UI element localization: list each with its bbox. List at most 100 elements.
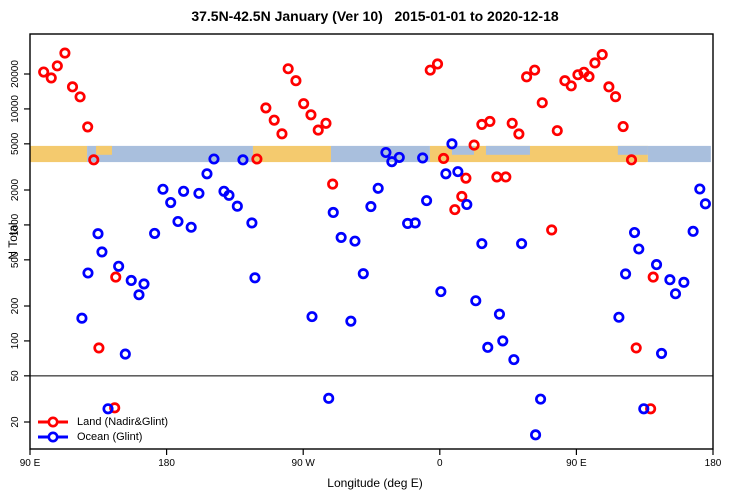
data-point-ocean (125, 274, 137, 287)
data-point-land (110, 271, 122, 283)
geo-band-segment-land (30, 145, 88, 163)
data-point-land (521, 71, 533, 83)
data-point-ocean (452, 166, 464, 178)
data-point-ocean (470, 295, 482, 307)
data-point-land (305, 109, 317, 121)
data-point-ocean (440, 168, 452, 180)
data-point-land (93, 342, 105, 354)
data-point-ocean (638, 403, 650, 415)
y-tick-label: 20 (10, 416, 21, 428)
data-point-land (546, 224, 558, 236)
data-point-ocean (650, 259, 663, 271)
data-point-ocean (323, 392, 335, 404)
data-point-ocean (699, 198, 711, 210)
data-point-land (647, 271, 659, 283)
data-point-ocean (365, 200, 377, 213)
data-point-land (468, 139, 480, 151)
data-point-ocean (345, 315, 357, 327)
data-point-land (603, 81, 615, 93)
data-point-ocean (380, 146, 392, 159)
data-point-land (298, 98, 310, 110)
geo-band-segment-ocean (87, 145, 253, 163)
data-point-ocean (223, 189, 235, 201)
land-marker-icon (38, 416, 68, 427)
data-point-ocean (237, 154, 249, 166)
data-point-land (559, 75, 571, 87)
data-point-ocean (92, 228, 104, 240)
geo-band-segment-ocean (451, 145, 474, 155)
data-point-land (74, 91, 86, 103)
x-tick-label: 180 (705, 458, 722, 469)
data-point-ocean (497, 335, 509, 347)
data-point-ocean (96, 246, 108, 258)
data-point-land (589, 57, 601, 69)
data-point-land (630, 342, 642, 354)
geo-band-segment-ocean (330, 145, 430, 163)
data-point-land (260, 102, 272, 114)
data-point-land (617, 120, 629, 133)
data-point-ocean (102, 403, 114, 415)
data-point-ocean (516, 238, 528, 250)
y-tick-label: 100 (10, 332, 21, 349)
data-point-ocean (493, 308, 505, 320)
data-point-land (536, 97, 548, 109)
data-point-ocean (172, 215, 184, 228)
data-point-land (645, 403, 657, 415)
data-point-ocean (664, 274, 676, 286)
data-point-ocean (393, 151, 405, 163)
data-point-ocean (165, 196, 177, 209)
y-tick-label: 20000 (10, 60, 21, 88)
data-point-ocean (613, 311, 625, 323)
data-point-ocean (157, 183, 169, 195)
x-tick-label: 0 (437, 458, 443, 469)
y-tick-label: 10000 (10, 95, 21, 123)
data-point-land (610, 91, 622, 103)
x-axis-label: Longitude (deg E) (327, 476, 423, 490)
data-point-land (506, 117, 518, 129)
x-tick-label: 90 E (20, 458, 41, 469)
data-point-land (596, 49, 608, 61)
data-point-ocean (421, 195, 433, 207)
data-point-ocean (678, 276, 690, 288)
x-tick-label: 90 W (292, 458, 316, 469)
data-point-ocean (193, 187, 205, 199)
data-point-land (88, 154, 100, 166)
legend-label-land: Land (Nadir&Glint) (77, 415, 169, 428)
data-point-ocean (372, 182, 384, 194)
data-point-land (438, 152, 450, 165)
data-point-ocean (133, 289, 145, 301)
data-point-land (276, 128, 288, 140)
data-point-land (431, 58, 444, 70)
data-point-land (625, 154, 638, 166)
data-point-land (424, 64, 436, 76)
y-tick-label: 1000 (10, 213, 21, 236)
geo-band-segment-ocean (647, 145, 711, 163)
data-point-land (82, 121, 94, 133)
data-point-land (290, 75, 302, 87)
data-point-ocean (687, 225, 699, 237)
data-point-ocean (231, 200, 243, 212)
y-tick-label: 500 (10, 251, 21, 268)
data-point-ocean (82, 267, 94, 279)
data-point-land (327, 178, 339, 190)
data-point-ocean (620, 268, 632, 280)
data-point-ocean (417, 152, 429, 164)
data-point-ocean (185, 221, 197, 233)
geo-band-segment-land (429, 145, 648, 163)
data-point-land (460, 172, 472, 184)
y-tick-label: 5000 (10, 132, 21, 155)
data-point-land (251, 153, 263, 165)
data-point-ocean (119, 348, 131, 360)
data-point-ocean (249, 272, 261, 284)
legend-item-ocean: Ocean (Glint) (36, 429, 168, 444)
data-point-ocean (149, 227, 161, 239)
data-point-ocean (655, 347, 668, 359)
data-point-ocean (461, 198, 473, 211)
data-point-land (449, 204, 461, 216)
data-point-ocean (530, 429, 542, 441)
data-point-ocean (113, 260, 125, 272)
data-point-ocean (208, 153, 220, 165)
plot-border (29, 33, 714, 450)
data-point-land (320, 117, 332, 129)
